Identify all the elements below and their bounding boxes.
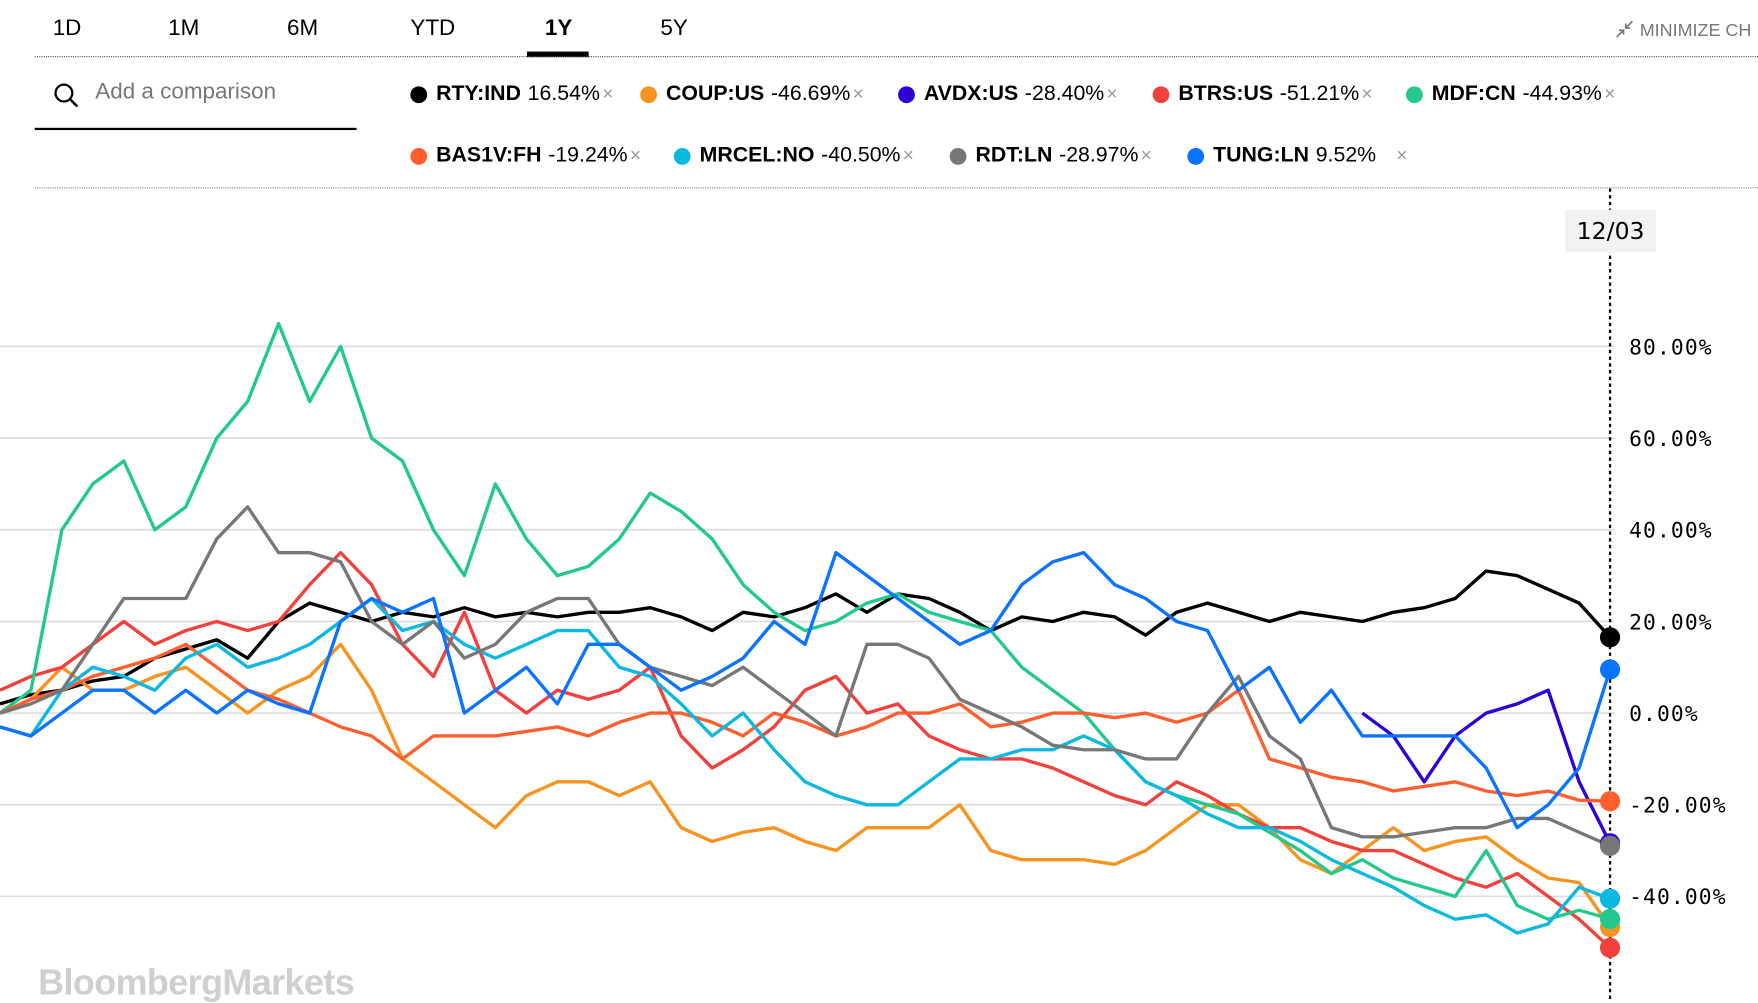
remove-comparison-button[interactable]: × <box>602 82 614 105</box>
y-tick-label: 60.00% <box>1629 427 1713 452</box>
series-color-dot <box>1405 85 1423 103</box>
legend-ticker: AVDX:US <box>923 81 1019 106</box>
minimize-icon <box>1616 20 1634 38</box>
remove-comparison-button[interactable]: × <box>902 144 914 166</box>
remove-comparison-button[interactable]: × <box>852 82 864 105</box>
series-line-mdf-cn <box>0 321 1611 921</box>
y-tick-label: 20.00% <box>1629 610 1713 635</box>
legend-change: -46.69% <box>770 81 851 106</box>
series-color-dot <box>673 147 691 165</box>
bloomberg-markets-watermark: BloombergMarkets <box>38 961 355 1003</box>
comparison-input[interactable] <box>93 78 356 107</box>
series-line-btrs-us <box>0 550 1612 949</box>
tab-ytd[interactable]: YTD <box>410 15 456 41</box>
legend-ticker: COUP:US <box>665 81 765 106</box>
series-line-rdt-ln <box>0 505 1611 848</box>
minimize-label: MINIMIZE CH <box>1639 21 1752 41</box>
legend-change: -19.24% <box>548 143 628 168</box>
series-color-dot <box>1152 85 1170 103</box>
tab-1y[interactable]: 1Y <box>544 15 573 41</box>
legend-change: -51.21% <box>1279 81 1360 106</box>
legend-item: RTY:IND 16.54% × <box>410 82 613 107</box>
legend-change: 9.52% <box>1315 143 1377 168</box>
remove-comparison-button[interactable]: × <box>1106 82 1118 105</box>
series-end-marker <box>1599 908 1621 930</box>
series-line-avdx-us <box>1361 688 1612 845</box>
legend-ticker: BTRS:US <box>1178 81 1274 106</box>
y-tick-label: -40.00% <box>1629 885 1727 910</box>
legend-ticker: BAS1V:FH <box>436 143 542 168</box>
legend-change: -28.40% <box>1024 81 1105 106</box>
legend-ticker: MRCEL:NO <box>699 143 815 168</box>
line-chart: 80.00% 60.00% 40.00% 20.00% 0.00% -20.00% -40.… <box>0 188 1727 1003</box>
series-end-marker <box>1599 835 1621 856</box>
legend-item: COUP:US -46.69% × <box>640 82 864 107</box>
series-color-dot <box>949 147 967 165</box>
series-color-dot <box>898 85 915 103</box>
series-line-bas1v-fh <box>0 642 1611 803</box>
comparison-search <box>34 70 357 131</box>
series-end-marker <box>1599 659 1621 680</box>
legend-change: -40.50% <box>821 143 901 168</box>
divider <box>34 187 1758 189</box>
legend-item: BTRS:US -51.21% × <box>1152 81 1373 107</box>
remove-comparison-button[interactable]: × <box>1140 144 1152 166</box>
tab-1d[interactable]: 1D <box>52 15 82 41</box>
search-icon <box>54 83 79 108</box>
series-end-marker <box>1599 627 1621 648</box>
legend-change: -28.97% <box>1059 143 1139 168</box>
series-end-marker <box>1599 888 1621 909</box>
series-color-dot <box>410 147 428 165</box>
remove-comparison-button[interactable]: × <box>1604 82 1616 105</box>
active-tab-indicator <box>526 51 589 58</box>
crosshair-date-label: 12/03 <box>1565 209 1657 253</box>
legend-item: MRCEL:NO -40.50% × <box>673 143 914 169</box>
legend-change: 16.54% <box>527 81 600 106</box>
series-end-marker <box>1599 937 1621 958</box>
y-tick-label: 0.00% <box>1629 702 1699 727</box>
series-color-dot <box>410 85 428 103</box>
divider <box>34 56 1758 58</box>
legend-item: MDF:CN -44.93% × <box>1405 81 1616 107</box>
legend-ticker: TUNG:LN <box>1213 143 1309 168</box>
legend-item: RDT:LN -28.97% × <box>949 143 1152 169</box>
series-end-marker <box>1599 791 1621 812</box>
y-tick-label: 40.00% <box>1629 519 1713 544</box>
tab-5y[interactable]: 5Y <box>660 15 688 41</box>
y-tick-label: 80.00% <box>1629 335 1713 360</box>
legend-ticker: RDT:LN <box>975 143 1053 168</box>
y-tick-label: -20.00% <box>1629 794 1727 819</box>
legend-ticker: RTY:IND <box>436 81 521 106</box>
tab-1m[interactable]: 1M <box>168 15 200 41</box>
remove-comparison-button[interactable]: × <box>629 144 641 166</box>
series-line-rty-ind <box>0 569 1612 706</box>
remove-comparison-button[interactable]: × <box>1361 82 1373 105</box>
legend-item: TUNG:LN 9.52% × <box>1187 144 1407 169</box>
series-color-dot <box>1187 147 1205 165</box>
legend-item: AVDX:US -28.40% × <box>898 82 1118 107</box>
series-color-dot <box>640 85 658 103</box>
legend-change: -44.93% <box>1522 81 1602 106</box>
minimize-chart-button[interactable]: MINIMIZE CH <box>1615 20 1752 41</box>
series-line-mrcel-no <box>0 596 1611 935</box>
series-line-tung-ln <box>0 550 1612 830</box>
legend-item: BAS1V:FH -19.24% × <box>410 144 641 169</box>
remove-comparison-button[interactable]: × <box>1396 144 1408 166</box>
tab-6m[interactable]: 6M <box>287 15 319 41</box>
legend-ticker: MDF:CN <box>1431 81 1516 106</box>
